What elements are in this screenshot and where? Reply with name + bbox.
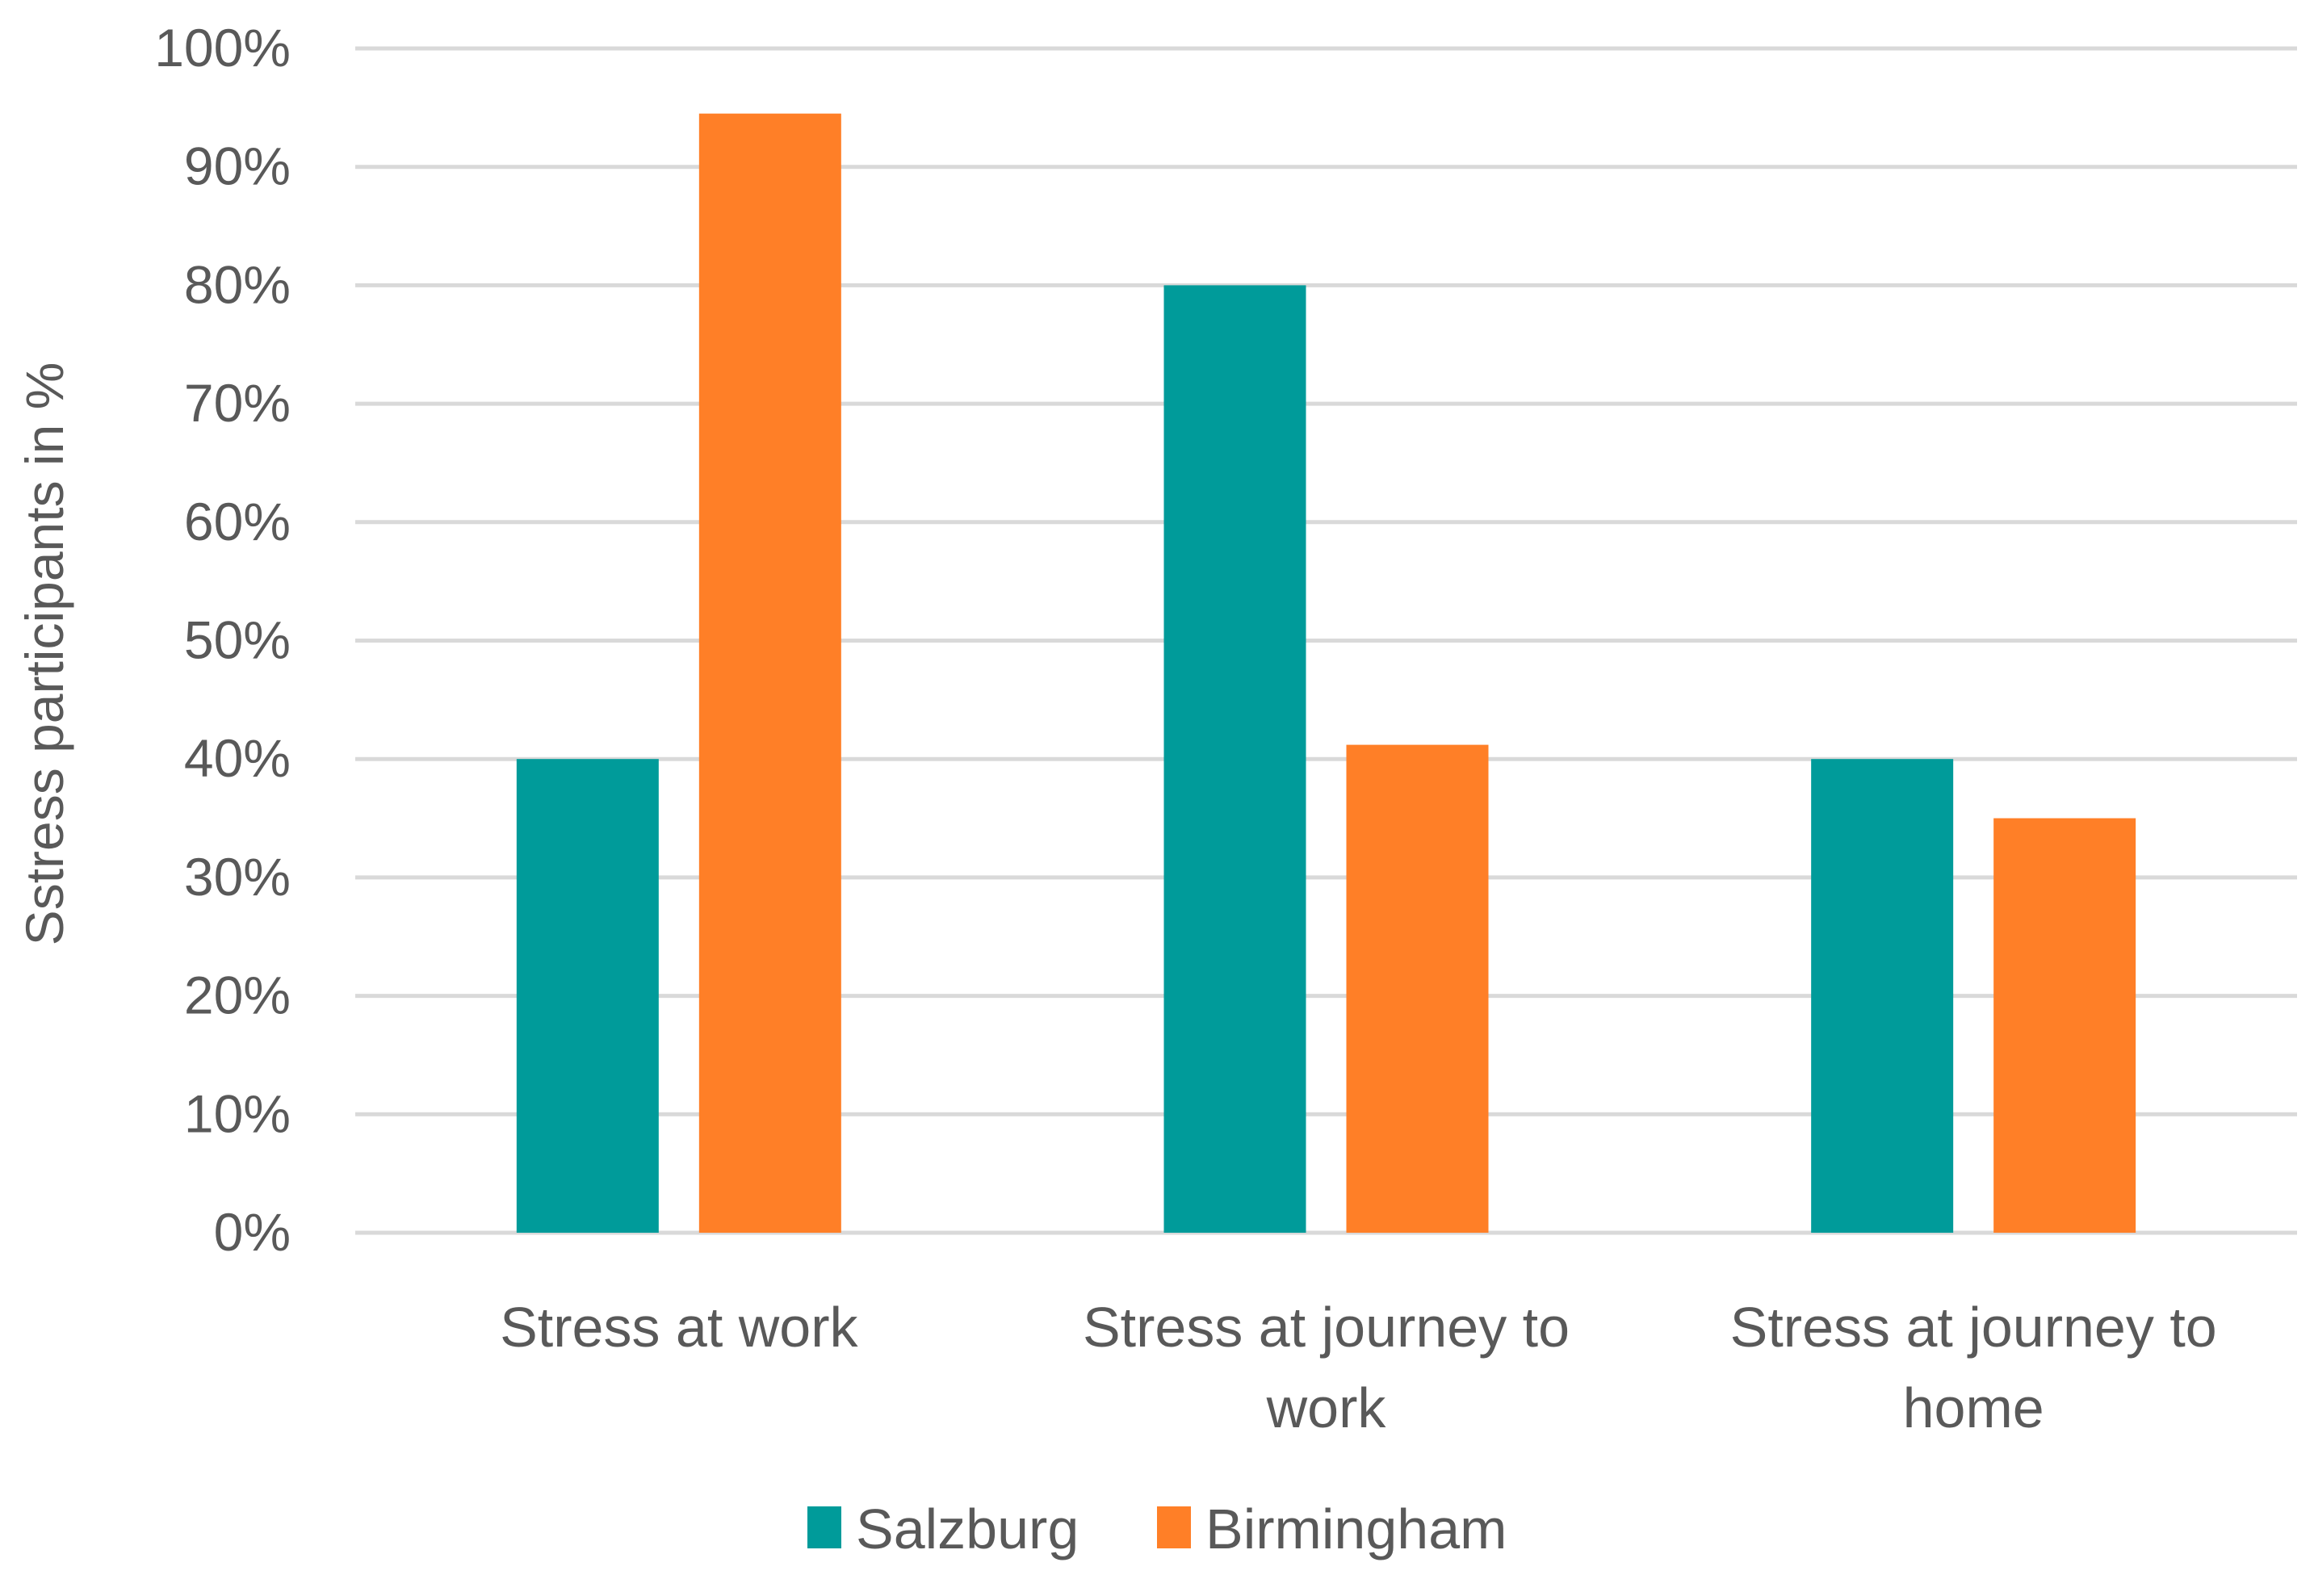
y-tick-label: 100%: [154, 18, 291, 77]
y-tick-label: 30%: [184, 847, 291, 907]
bars: [516, 113, 2136, 1233]
x-category-label: work: [1266, 1376, 1387, 1439]
legend: Salzburg Birmingham: [807, 1498, 1507, 1560]
y-tick-label: 50%: [184, 610, 291, 670]
bar-birmingham-1: [698, 113, 841, 1233]
legend-label-salzburg: Salzburg: [856, 1498, 1079, 1560]
y-axis-title: Sstress participants in %: [15, 362, 74, 946]
x-category-label: home: [1903, 1376, 2044, 1439]
y-tick-label: 70%: [184, 373, 291, 433]
y-tick-label: 90%: [184, 136, 291, 196]
x-axis-categories: Stress at work Stress at journey to work St…: [500, 1296, 2217, 1439]
x-category-label: Stress at journey to: [1730, 1296, 2217, 1359]
bar-salzburg-2: [1163, 285, 1306, 1233]
gridlines: [355, 46, 2297, 1235]
bar-birmingham-2: [1346, 744, 1489, 1233]
y-axis-ticks: 0% 10% 20% 30% 40% 50% 60% 70% 80% 90% 100%: [154, 18, 291, 1262]
y-tick-label: 0%: [214, 1202, 291, 1262]
legend-swatch-birmingham: [1157, 1506, 1191, 1548]
y-tick-label: 10%: [184, 1083, 291, 1143]
bar-salzburg-1: [516, 759, 659, 1233]
bar-birmingham-3: [1993, 818, 2136, 1233]
legend-label-birmingham: Birmingham: [1205, 1498, 1507, 1560]
x-category-label: Stress at journey to: [1083, 1296, 1570, 1359]
bar-salzburg-3: [1811, 759, 1954, 1233]
y-tick-label: 40%: [184, 728, 291, 788]
legend-swatch-salzburg: [807, 1506, 841, 1548]
x-category-label: Stress at work: [500, 1296, 858, 1359]
y-tick-label: 80%: [184, 254, 291, 314]
y-tick-label: 20%: [184, 966, 291, 1025]
y-tick-label: 60%: [184, 492, 291, 551]
